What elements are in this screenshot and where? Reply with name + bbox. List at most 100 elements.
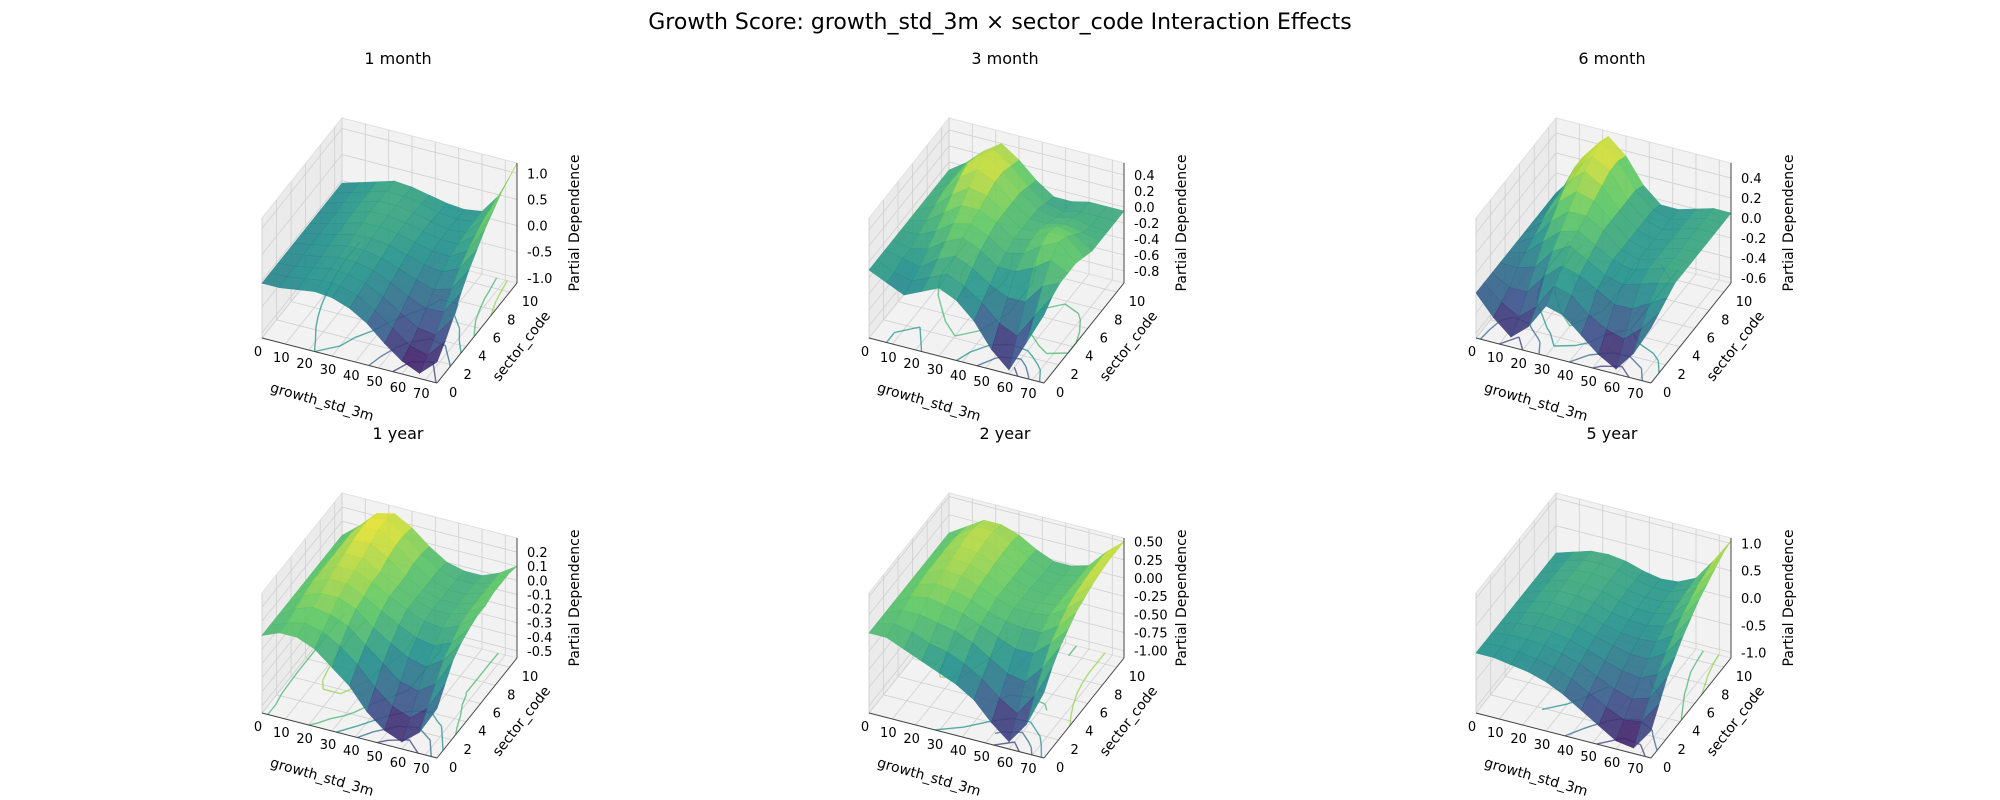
y-tick-label: 6 bbox=[1707, 706, 1715, 721]
z-tick-label: 0.0 bbox=[527, 220, 548, 235]
x-tick-label: 40 bbox=[1557, 744, 1574, 759]
x-tick-label: 30 bbox=[1534, 738, 1551, 753]
z-tick-label: -0.50 bbox=[1134, 608, 1168, 623]
x-tick-label: 30 bbox=[927, 363, 944, 378]
z-tick-label: 0.2 bbox=[1134, 185, 1155, 200]
x-tick-label: 50 bbox=[366, 375, 383, 390]
y-axis-label: sector_code bbox=[490, 683, 554, 759]
floor-contour bbox=[994, 731, 1033, 755]
z-tick-label: -0.4 bbox=[1134, 233, 1159, 248]
y-tick-label: 8 bbox=[507, 313, 515, 328]
x-tick-label: 20 bbox=[296, 732, 313, 747]
z-tick-label: -0.25 bbox=[1134, 590, 1168, 605]
x-axis-line bbox=[261, 337, 438, 384]
x-axis-line bbox=[1475, 712, 1652, 759]
z-tick-label: 0.0 bbox=[1741, 592, 1762, 607]
z-tick-label: 1.0 bbox=[527, 167, 548, 182]
z-tick-label: 0.50 bbox=[1134, 536, 1163, 551]
y-tick-label: 0 bbox=[1056, 761, 1064, 776]
surface-patch bbox=[419, 684, 446, 733]
grid-line bbox=[868, 514, 1125, 616]
grid-line bbox=[868, 129, 1125, 231]
floor-contour bbox=[1499, 336, 1630, 378]
y-tick-label: 0 bbox=[449, 761, 457, 776]
z-tick-label: 0.25 bbox=[1134, 554, 1163, 569]
y-axis-line bbox=[1650, 657, 1732, 759]
x-tick-label: 70 bbox=[1627, 387, 1644, 402]
grid-line bbox=[1475, 132, 1732, 234]
x-axis-label: growth_std_3m bbox=[268, 755, 375, 800]
y-tick-label: 8 bbox=[1114, 313, 1122, 328]
y-axis-line bbox=[436, 282, 518, 384]
z-tick-label: -0.5 bbox=[527, 645, 552, 660]
x-tick-label: 60 bbox=[390, 756, 407, 771]
y-tick-label: 0 bbox=[1663, 761, 1671, 776]
y-tick-label: 10 bbox=[1129, 295, 1146, 310]
x-tick-label: 70 bbox=[1627, 762, 1644, 777]
x-axis-label: growth_std_3m bbox=[1482, 380, 1589, 425]
z-tick-label: -0.1 bbox=[527, 588, 552, 603]
z-tick-label: -1.0 bbox=[1741, 647, 1766, 662]
x-tick-label: 10 bbox=[880, 726, 897, 741]
x-axis-label: growth_std_3m bbox=[875, 380, 982, 425]
x-tick-label: 10 bbox=[273, 351, 290, 366]
x-axis-line bbox=[1475, 337, 1652, 384]
z-tick-label: -0.5 bbox=[527, 246, 552, 261]
x-tick-label: 60 bbox=[1604, 381, 1621, 396]
z-tick-label: 0.2 bbox=[1741, 192, 1762, 207]
x-tick-label: 40 bbox=[950, 744, 967, 759]
x-tick-label: 30 bbox=[1534, 363, 1551, 378]
x-tick-label: 0 bbox=[254, 345, 262, 360]
subplot-title: 5 year bbox=[1587, 424, 1638, 443]
z-tick-label: 0.0 bbox=[1741, 212, 1762, 227]
x-tick-label: 20 bbox=[296, 357, 313, 372]
z-tick-label: -0.2 bbox=[1134, 217, 1159, 232]
z-axis-label: Partial Dependence bbox=[1781, 530, 1797, 667]
surface-patch bbox=[1026, 667, 1053, 725]
surface-patch bbox=[1633, 704, 1660, 749]
y-axis-label: sector_code bbox=[1097, 683, 1161, 759]
x-tick-label: 40 bbox=[950, 369, 967, 384]
y-tick-label: 0 bbox=[449, 386, 457, 401]
z-tick-label: 0.0 bbox=[527, 574, 548, 589]
x-tick-label: 50 bbox=[973, 750, 990, 765]
x-axis-label: growth_std_3m bbox=[268, 380, 375, 425]
y-tick-label: 8 bbox=[1114, 688, 1122, 703]
floor-contour bbox=[1701, 654, 1720, 695]
x-tick-label: 60 bbox=[1604, 756, 1621, 771]
y-tick-label: 2 bbox=[464, 368, 472, 383]
y-tick-label: 4 bbox=[1085, 725, 1093, 740]
z-tick-label: -0.4 bbox=[527, 631, 552, 646]
floor-contour bbox=[490, 280, 509, 316]
x-tick-label: 0 bbox=[861, 720, 869, 735]
y-tick-label: 6 bbox=[1707, 331, 1715, 346]
x-tick-label: 10 bbox=[1487, 726, 1504, 741]
y-tick-label: 8 bbox=[1721, 313, 1729, 328]
x-axis-label: growth_std_3m bbox=[1482, 755, 1589, 800]
y-tick-label: 2 bbox=[1678, 743, 1686, 758]
z-tick-label: 1.0 bbox=[1741, 537, 1762, 552]
floor-contour bbox=[473, 277, 498, 337]
x-tick-label: 70 bbox=[1020, 387, 1037, 402]
y-tick-label: 2 bbox=[1071, 368, 1079, 383]
y-tick-label: 10 bbox=[1129, 670, 1146, 685]
x-tick-label: 20 bbox=[1510, 357, 1527, 372]
z-tick-label: 0.0 bbox=[1134, 201, 1155, 216]
x-tick-label: 50 bbox=[1580, 750, 1597, 765]
grid-line bbox=[261, 154, 518, 255]
z-tick-label: -1.00 bbox=[1134, 645, 1168, 660]
z-axis-label: Partial Dependence bbox=[567, 155, 583, 292]
z-tick-label: 0.2 bbox=[527, 546, 548, 561]
surface-patch bbox=[418, 340, 446, 375]
z-axis-label: Partial Dependence bbox=[567, 530, 583, 667]
y-tick-label: 6 bbox=[493, 331, 501, 346]
y-axis-line bbox=[436, 657, 518, 759]
subplot-title: 2 year bbox=[980, 424, 1031, 443]
floor-contour bbox=[1680, 650, 1704, 720]
y-tick-label: 0 bbox=[1056, 386, 1064, 401]
y-axis-label: sector_code bbox=[490, 308, 554, 384]
y-tick-label: 4 bbox=[1692, 350, 1700, 365]
